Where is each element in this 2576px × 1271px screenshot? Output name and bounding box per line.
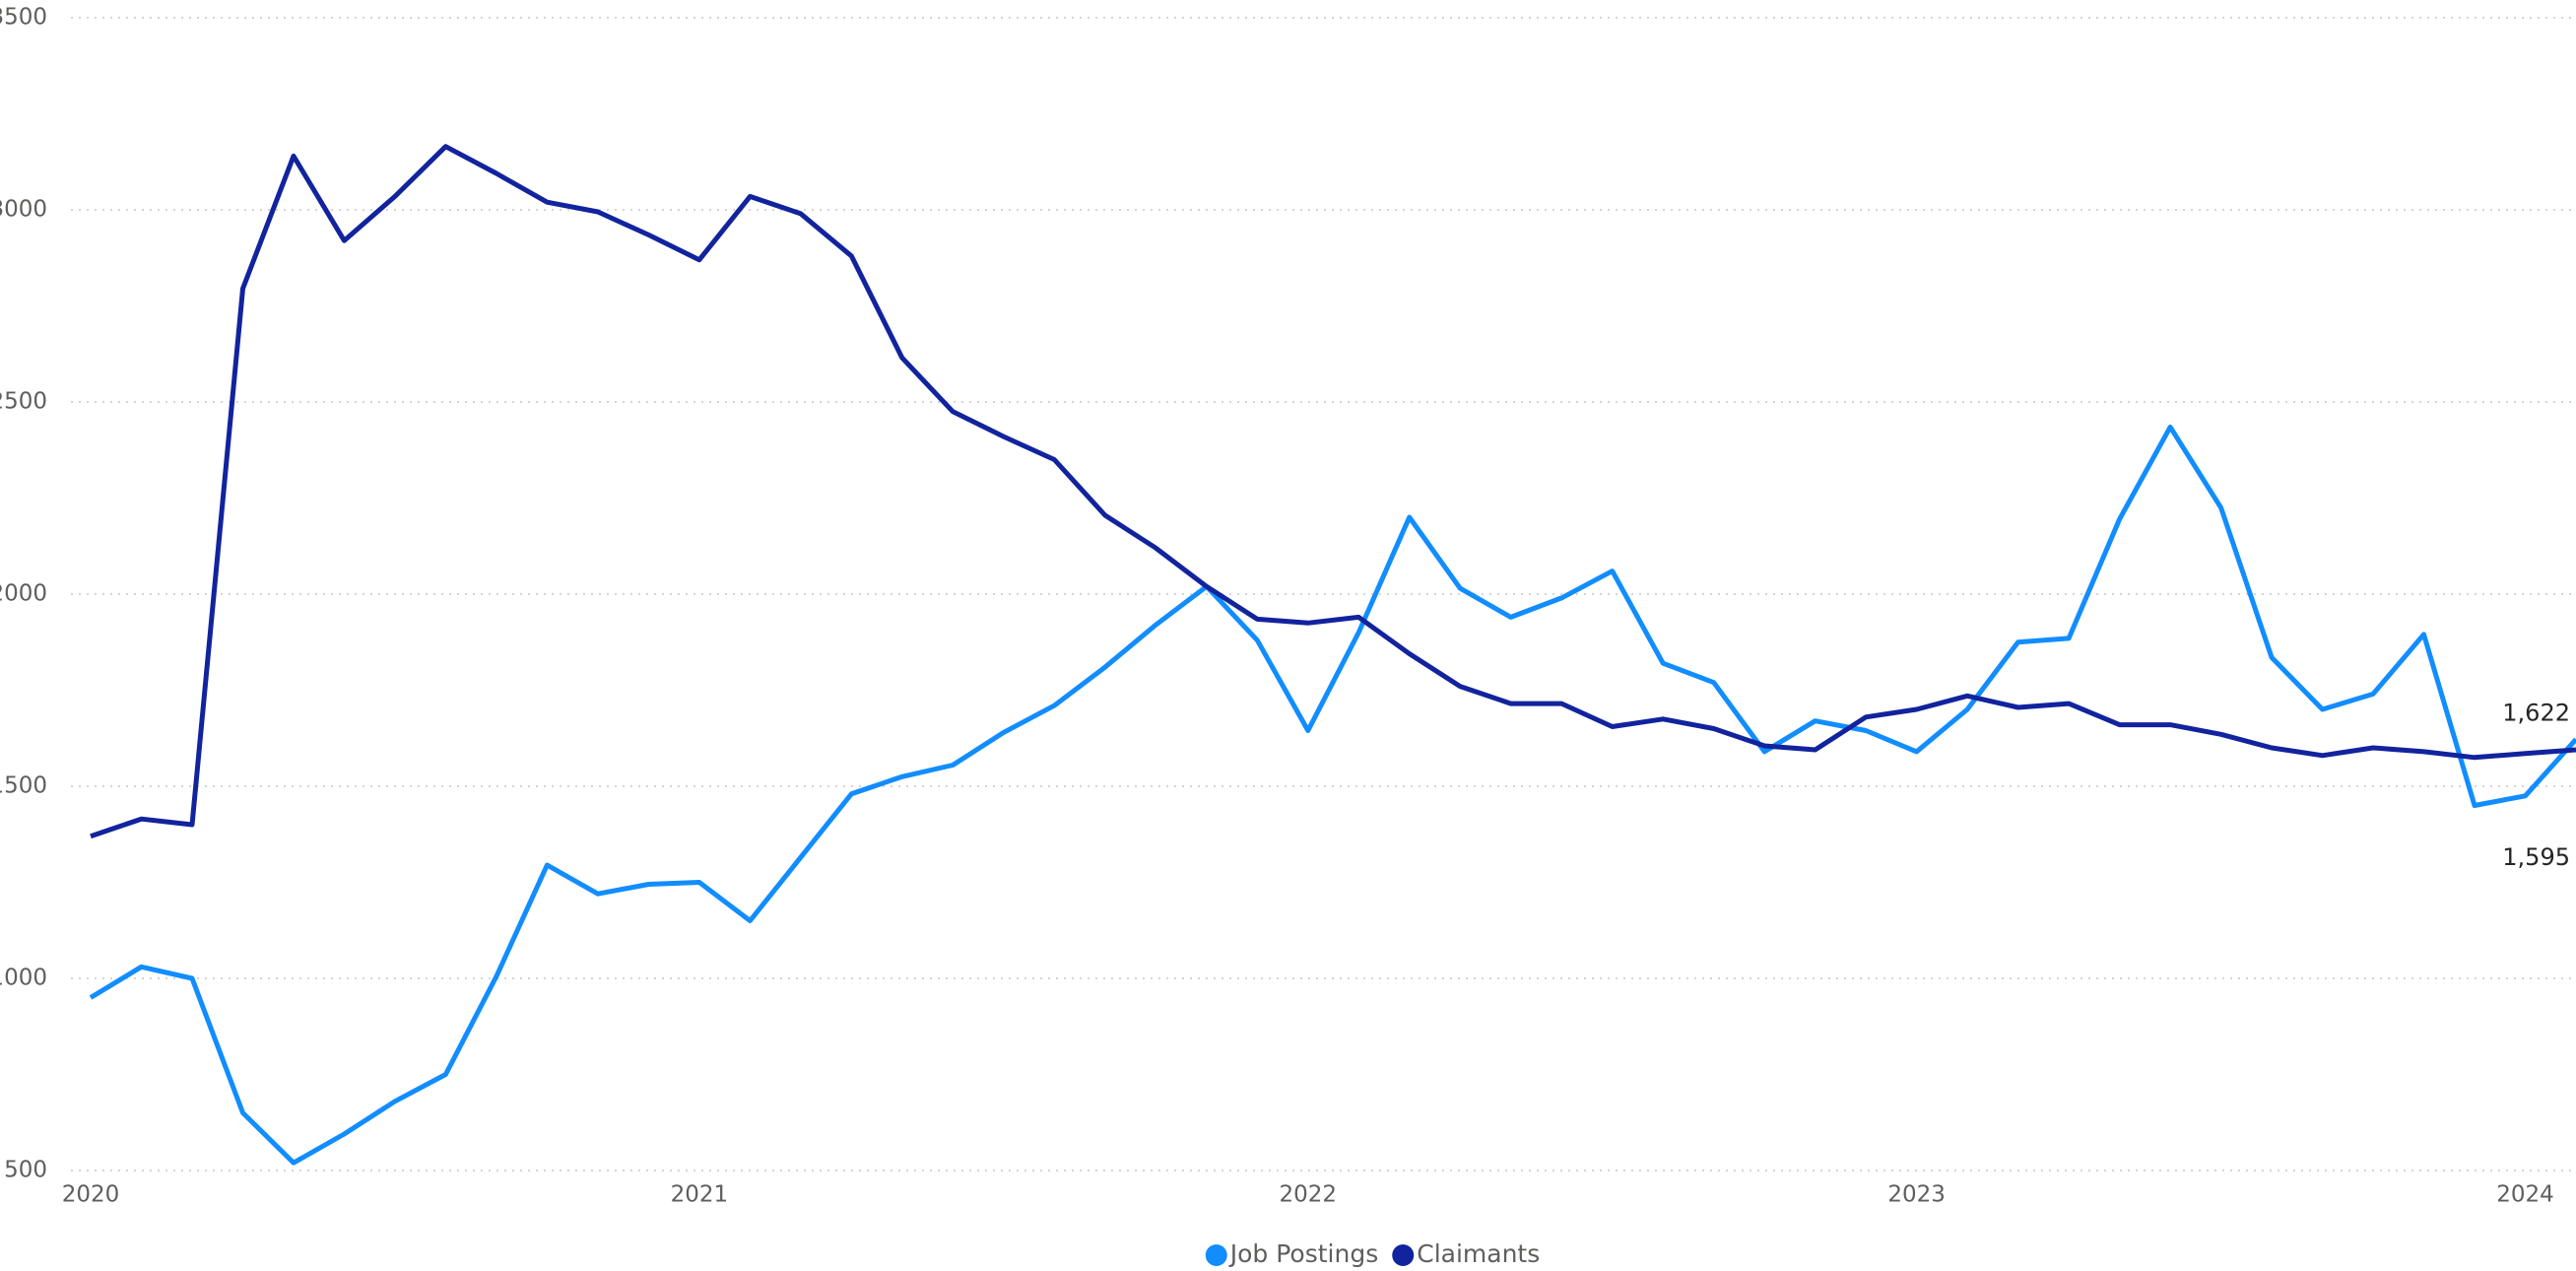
line [89, 424, 2576, 1166]
x-tick-label: 2023 [1887, 1182, 1946, 1208]
legend: Job Postings Claimants [1205, 1239, 1540, 1268]
x-tick-label: 2024 [2496, 1182, 2554, 1208]
legend-swatch [1205, 1244, 1227, 1266]
data-label: 1,622 [2502, 699, 2570, 726]
legend-swatch [1392, 1244, 1415, 1266]
y-tick-label: 500 [4, 1158, 47, 1183]
y-tick-label: 2500 [0, 389, 47, 415]
legend-item: Job Postings [1205, 1239, 1378, 1268]
y-tick-label: 3500 [0, 5, 47, 31]
x-tick-label: 2020 [62, 1182, 120, 1208]
legend-label: Job Postings [1228, 1239, 1378, 1268]
y-tick-label: 1000 [0, 966, 47, 991]
data-label: 1,595 [2502, 843, 2570, 871]
line [90, 144, 2576, 839]
x-tick-label: 2022 [1279, 1182, 1337, 1208]
y-tick-label: 2000 [0, 581, 47, 607]
legend-item: Claimants [1392, 1239, 1540, 1268]
legend-label: Claimants [1417, 1239, 1540, 1268]
y-tick-label: 3000 [0, 197, 47, 223]
y-tick-label: 1500 [0, 773, 47, 799]
x-tick-label: 2021 [671, 1182, 729, 1208]
